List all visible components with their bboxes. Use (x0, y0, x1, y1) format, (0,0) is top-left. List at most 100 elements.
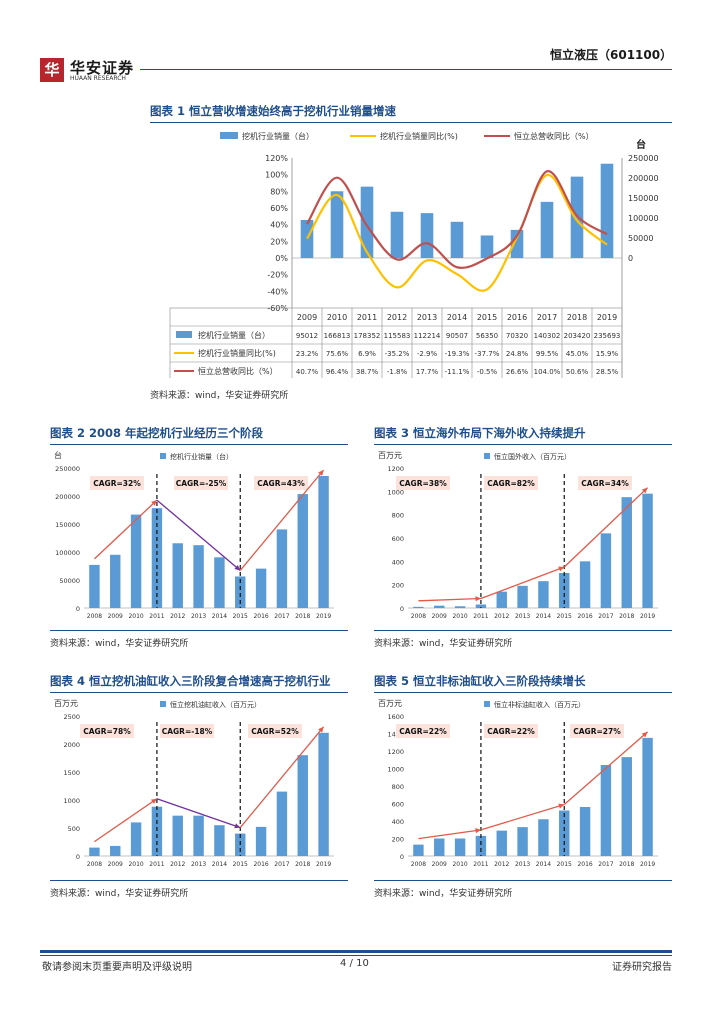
cagr-label: CAGR=32% (93, 479, 141, 488)
table-row-label: 恒立总营收同比（%） (198, 366, 278, 376)
bar (413, 607, 423, 608)
axis-unit: 百万元 (378, 699, 402, 708)
x-tick: 2017 (274, 613, 289, 620)
left-axis-tick: 80% (270, 187, 288, 196)
x-tick: 2010 (128, 613, 143, 620)
cagr-label: CAGR=43% (257, 479, 305, 488)
legend-swatch (484, 453, 490, 459)
logo-mark: 华 (40, 58, 64, 82)
left-axis-tick: -20% (267, 271, 288, 280)
table-year: 2011 (357, 313, 377, 322)
cagr-label: CAGR=22% (487, 727, 535, 736)
axis-unit: 百万元 (378, 451, 402, 460)
y-tick: 200000 (55, 493, 80, 501)
y-tick: 50000 (59, 577, 80, 585)
y-tick: 1200 (387, 465, 404, 473)
bar (193, 545, 203, 608)
bar (110, 555, 120, 608)
y-tick: 2500 (63, 713, 80, 721)
sales-bar (301, 220, 314, 258)
bar (642, 494, 652, 608)
table-cell: 17.7% (416, 368, 439, 376)
table-cell: -19.3% (445, 350, 470, 358)
x-tick: 2015 (557, 613, 572, 620)
sales-bar (481, 235, 494, 258)
bar (517, 586, 527, 608)
table-year: 2018 (567, 313, 587, 322)
x-tick: 2010 (452, 613, 467, 620)
trend-line (94, 500, 156, 559)
table-cell: -1.8% (387, 368, 408, 376)
x-tick: 2016 (577, 861, 592, 868)
x-tick: 2013 (515, 613, 530, 620)
x-tick: 2011 (149, 861, 164, 868)
table-year: 2019 (597, 313, 617, 322)
bar (173, 816, 183, 856)
left-axis-tick: 120% (265, 154, 288, 163)
table-cell: 75.6% (326, 350, 349, 358)
left-axis-tick: 40% (270, 221, 288, 230)
x-tick: 2012 (494, 861, 509, 868)
legend-label-sales: 挖机行业销量（台） (242, 131, 314, 141)
table-cell: 24.8% (506, 350, 529, 358)
table-cell: -0.5% (477, 368, 498, 376)
trend-arrowhead (475, 596, 480, 601)
x-tick: 2018 (295, 861, 310, 868)
right-axis-tick: 100000 (628, 214, 659, 223)
x-tick: 2010 (452, 861, 467, 868)
table-cell: 115583 (384, 332, 411, 340)
right-axis-tick: 150000 (628, 194, 659, 203)
table-cell: 104.0% (534, 368, 561, 376)
x-tick: 2008 (87, 613, 102, 620)
bar (455, 606, 465, 608)
x-tick: 2010 (128, 861, 143, 868)
table-cell: 99.5% (536, 350, 559, 358)
table-cell: -35.2% (385, 350, 410, 358)
fig2-source: 资料来源：wind，华安证券研究所 (50, 636, 188, 649)
bar (538, 819, 548, 856)
y-tick: 1500 (63, 769, 80, 777)
left-axis-tick: -60% (267, 304, 288, 313)
table-cell: 203420 (564, 332, 591, 340)
table-row-label: 挖机行业销量同比(%) (198, 348, 276, 358)
sales-bar (421, 213, 434, 258)
bar (298, 494, 308, 608)
bar (214, 557, 224, 608)
table-cell: 45.0% (566, 350, 589, 358)
bar (642, 738, 652, 856)
x-tick: 2016 (577, 613, 592, 620)
y-tick: 600 (392, 801, 404, 809)
bar (173, 543, 183, 608)
legend-label: 恒立非标油缸收入（百万元） (494, 700, 585, 709)
x-tick: 2013 (515, 861, 530, 868)
x-tick: 2014 (536, 861, 551, 868)
bar (256, 569, 266, 608)
legend-swatch (484, 701, 490, 707)
table-cell: -2.9% (417, 350, 438, 358)
x-tick: 2019 (316, 613, 331, 620)
fig5-chart: 百万元 恒立非标油缸收入（百万元）160014001200100080060040… (374, 694, 672, 872)
table-cell: 50.6% (566, 368, 589, 376)
x-tick: 2014 (536, 613, 551, 620)
logo: 华 华安证券 HUAAN RESEARCH (40, 56, 140, 84)
table-year: 2010 (327, 313, 347, 322)
legend-label-revenue-yoy: 恒立总营收同比（%） (514, 131, 594, 141)
x-tick: 2009 (108, 861, 123, 868)
cagr-label: CAGR=82% (487, 479, 535, 488)
fig4-title: 图表 4 恒立挖机油缸收入三阶段复合增速高于挖机行业 (50, 672, 348, 693)
footer-disclaimer: 敬请参阅末页重要声明及评级说明 (42, 958, 192, 973)
table-cell: 26.6% (506, 368, 529, 376)
bar (622, 757, 632, 856)
trend-line (481, 805, 564, 830)
x-tick: 2017 (598, 861, 613, 868)
table-cell: 140302 (534, 332, 561, 340)
table-cell: 166813 (324, 332, 351, 340)
table-year: 2017 (537, 313, 557, 322)
cagr-label: CAGR=34% (581, 479, 629, 488)
bar (277, 529, 287, 608)
y-tick: 800 (392, 512, 404, 520)
x-tick: 2019 (640, 861, 655, 868)
table-legend-bar (176, 331, 192, 338)
table-year: 2015 (477, 313, 497, 322)
fig3-chart: 百万元 恒立国外收入（百万元）1200100080060040020002008 2… (374, 446, 672, 624)
